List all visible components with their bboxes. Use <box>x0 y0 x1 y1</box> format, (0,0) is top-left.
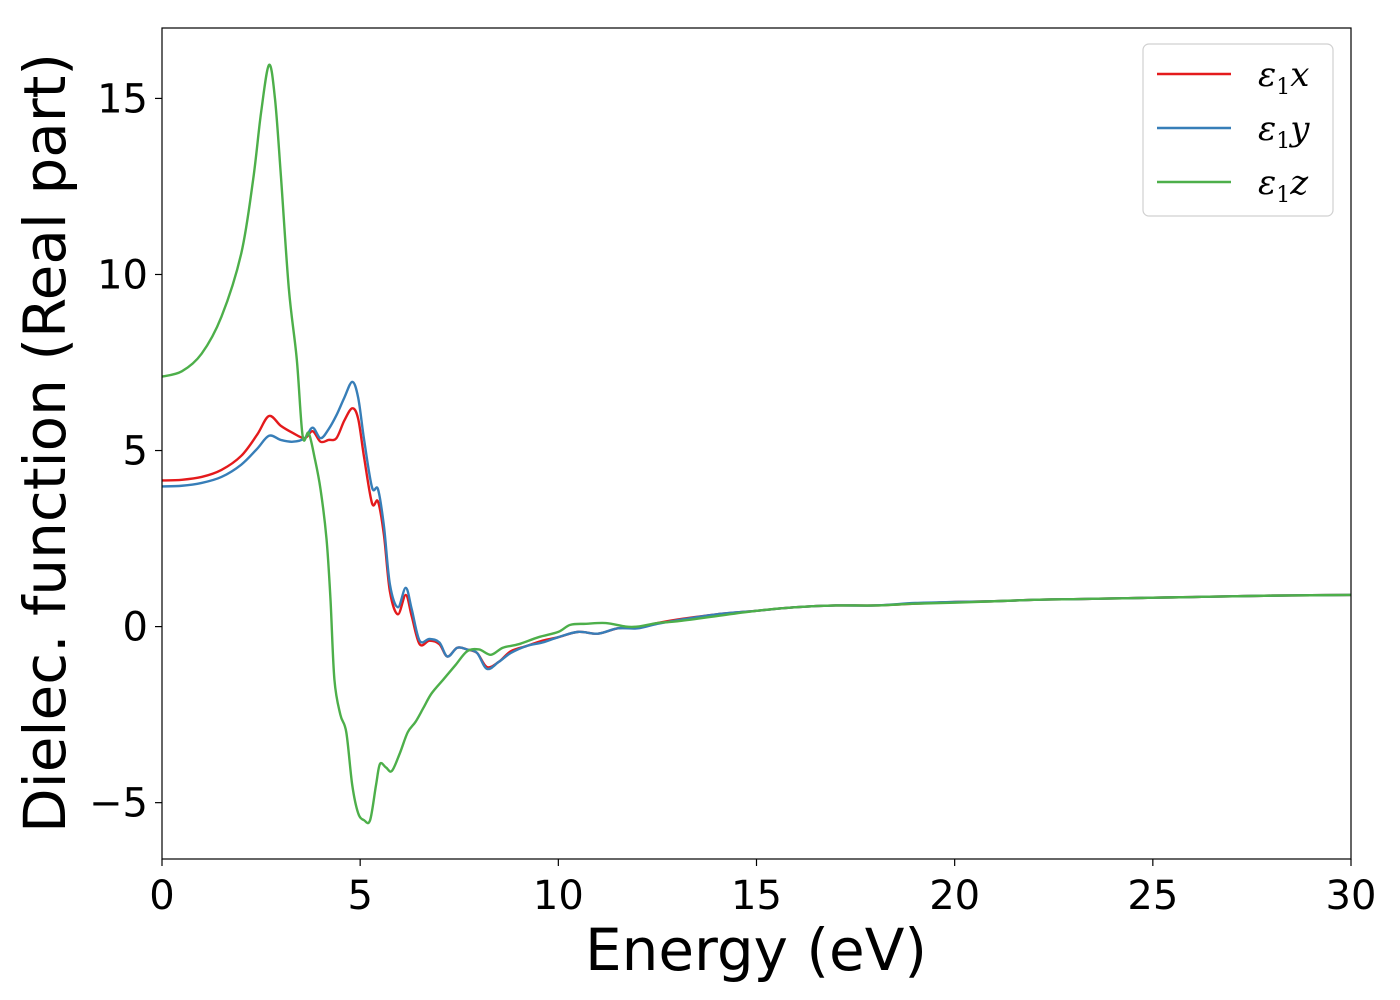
x-tick-label: 25 <box>1127 873 1178 919</box>
x-tick-label: 10 <box>533 873 584 919</box>
legend-label: ε1x <box>1258 55 1309 100</box>
series-line-z <box>161 63 1352 825</box>
y-tick-label: 15 <box>97 76 148 122</box>
legend-box <box>1142 43 1334 217</box>
y-axis-ticks: −5 0 5 10 15 <box>89 76 162 827</box>
x-tick-label: 30 <box>1326 873 1377 919</box>
legend-label: ε1y <box>1258 109 1310 154</box>
x-tick-label: 5 <box>347 873 372 919</box>
x-tick-label: 20 <box>929 873 980 919</box>
x-tick-label: 0 <box>149 873 174 919</box>
x-tick-label: 15 <box>731 873 782 919</box>
y-tick-label: 0 <box>123 605 148 651</box>
y-axis-title: Dielec. function (Real part) <box>11 53 79 833</box>
y-tick-label: −5 <box>89 781 148 827</box>
series-lines <box>161 63 1352 825</box>
x-axis-title: Energy (eV) <box>585 916 927 984</box>
legend-label: ε1z <box>1258 163 1309 208</box>
legend: ε1x ε1y ε1z <box>1142 43 1334 217</box>
x-axis-ticks: 0 5 10 15 20 25 30 <box>149 859 1376 919</box>
y-tick-label: 10 <box>97 252 148 298</box>
y-tick-label: 5 <box>123 429 148 475</box>
